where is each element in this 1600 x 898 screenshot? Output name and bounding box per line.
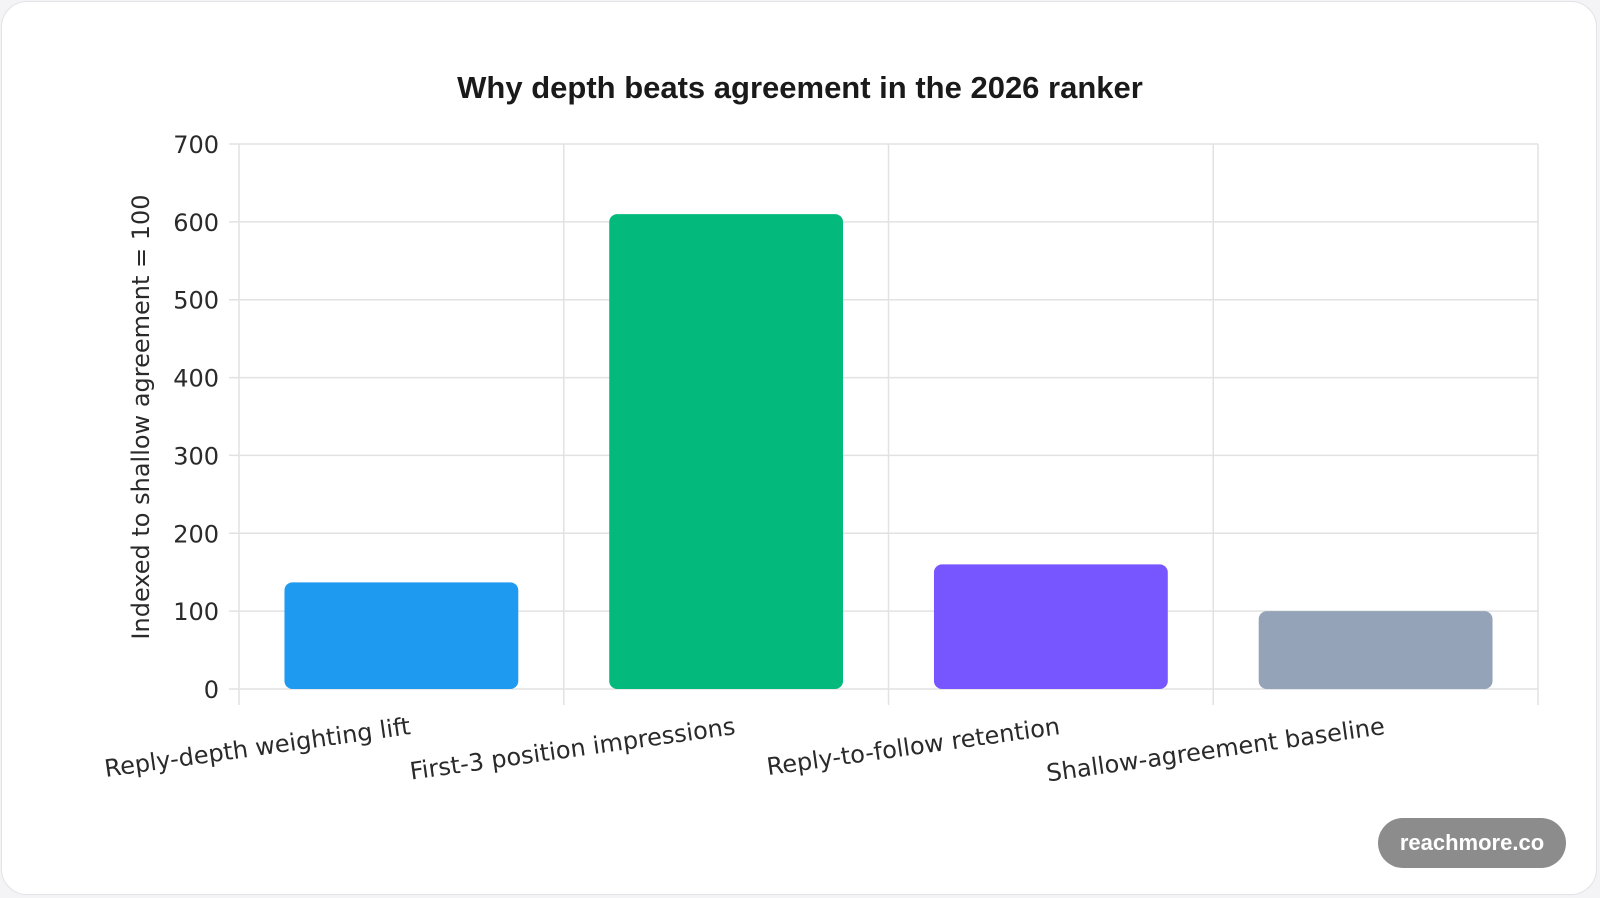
y-tick-label: 700	[173, 131, 219, 159]
x-tick-label: Reply-depth weighting lift	[103, 712, 413, 783]
bar-layer	[284, 214, 1493, 690]
y-tick-label: 400	[173, 365, 219, 393]
chart-title: Why depth beats agreement in the 2026 ra…	[457, 70, 1143, 105]
x-tick-label: Shallow-agreement baseline	[1045, 712, 1387, 787]
bar	[609, 214, 844, 690]
y-tick-label: 0	[204, 676, 219, 704]
bar	[284, 582, 519, 689]
x-tick-label: First-3 position impressions	[408, 712, 737, 785]
y-tick-label: 300	[173, 442, 219, 470]
bar	[1258, 611, 1493, 689]
y-axis-label: Indexed to shallow agreement = 100	[127, 194, 155, 639]
watermark-badge: reachmore.co	[1378, 818, 1566, 868]
y-tick-label: 600	[173, 209, 219, 237]
y-tick-label: 500	[173, 287, 219, 315]
y-axis-ticks: 0 100 200 300 400 500 600 700	[173, 131, 219, 704]
y-tick-label: 100	[173, 598, 219, 626]
y-tick-label: 200	[173, 520, 219, 548]
bar	[933, 564, 1168, 689]
x-tick-label: Reply-to-follow retention	[765, 712, 1062, 781]
